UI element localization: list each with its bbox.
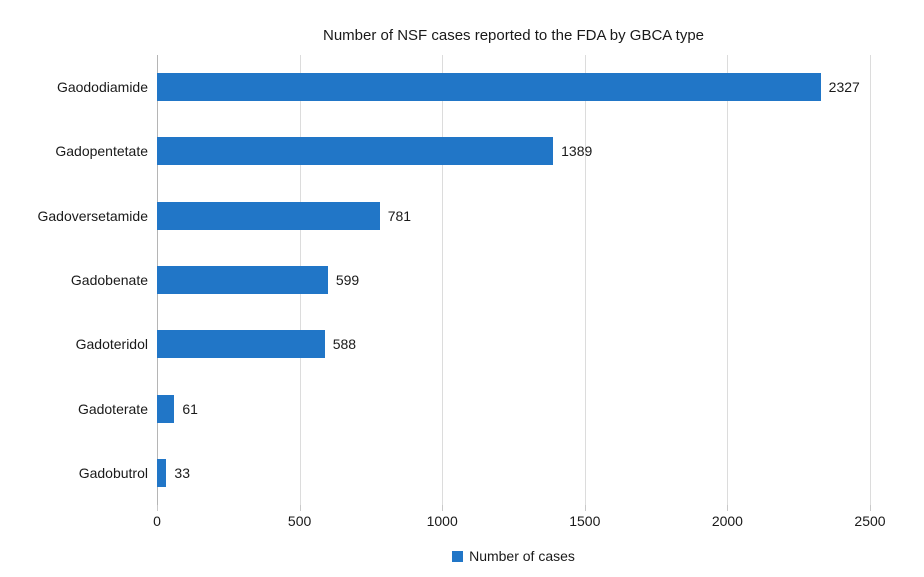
x-tick-label: 1000 (426, 513, 458, 529)
legend-label: Number of cases (469, 548, 575, 564)
category-label: Gadobutrol (78, 464, 148, 481)
category-label: Gadoterate (77, 400, 148, 417)
bar (157, 330, 325, 359)
plot-area: 0 500 1000 1500 2000 2500 Gaododiamide 2327 Gado… (37, 55, 886, 529)
value-label: 2327 (828, 79, 860, 96)
bar (157, 201, 380, 230)
category-label: Gadoteridol (75, 336, 148, 353)
axis-tick (157, 505, 158, 511)
axis-tick (442, 505, 444, 511)
bar (157, 458, 167, 487)
value-label: 781 (387, 207, 412, 224)
legend-marker-icon (452, 550, 464, 562)
category-label: Gadobenate (70, 272, 148, 288)
value-label: 599 (335, 272, 360, 288)
x-tick-label: 500 (287, 513, 312, 529)
legend: Number of cases (157, 547, 870, 565)
value-label: 61 (182, 400, 198, 417)
bar (157, 394, 175, 423)
gridline (727, 55, 729, 505)
x-tick-label: 2500 (854, 513, 886, 529)
value-label: 588 (332, 336, 357, 353)
x-tick-label: 0 (153, 513, 161, 529)
axis-tick (299, 505, 301, 511)
category-label: Gadoversetamide (37, 207, 148, 224)
value-label: 1389 (561, 143, 593, 160)
value-label: 33 (174, 464, 190, 481)
axis-tick (584, 505, 586, 511)
bar (157, 137, 554, 166)
gridline (870, 55, 871, 505)
gridline (584, 55, 586, 505)
axis-tick (727, 505, 729, 511)
category-label: Gadopentetate (55, 143, 148, 160)
bar (157, 73, 821, 102)
gridline (442, 55, 444, 505)
category-label: Gaododiamide (56, 79, 148, 96)
axis-tick (870, 505, 871, 511)
bar (157, 266, 328, 294)
chart-title: Number of NSF cases reported to the FDA … (323, 27, 704, 44)
x-tick-label: 2000 (711, 513, 743, 529)
x-tick-label: 1500 (569, 513, 601, 529)
